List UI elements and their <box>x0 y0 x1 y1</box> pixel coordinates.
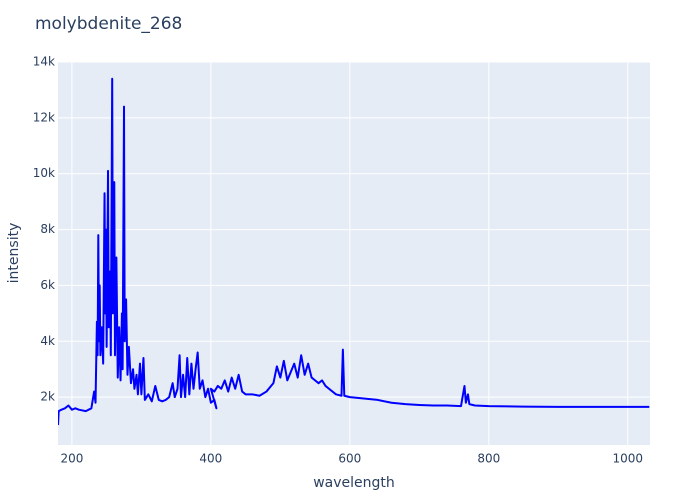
y-tick-label: 14k <box>33 55 55 69</box>
y-tick-label: 8k <box>40 222 55 236</box>
y-axis-title: intensity <box>6 223 22 284</box>
y-tick-label: 6k <box>40 278 55 292</box>
y-tick-label: 10k <box>33 166 55 180</box>
x-tick-label: 200 <box>60 452 83 466</box>
y-tick-label: 4k <box>40 334 55 348</box>
y-tick-label: 2k <box>40 390 55 404</box>
chart-title: molybdenite_268 <box>35 14 182 34</box>
x-axis-title: wavelength <box>313 475 395 491</box>
x-tick-label: 1000 <box>612 452 643 466</box>
x-tick-label: 800 <box>477 452 500 466</box>
y-tick-label: 12k <box>33 110 55 124</box>
x-tick-label: 400 <box>199 452 222 466</box>
x-tick-label: 600 <box>338 452 361 466</box>
plot-area <box>58 62 650 445</box>
data-line <box>58 77 650 426</box>
